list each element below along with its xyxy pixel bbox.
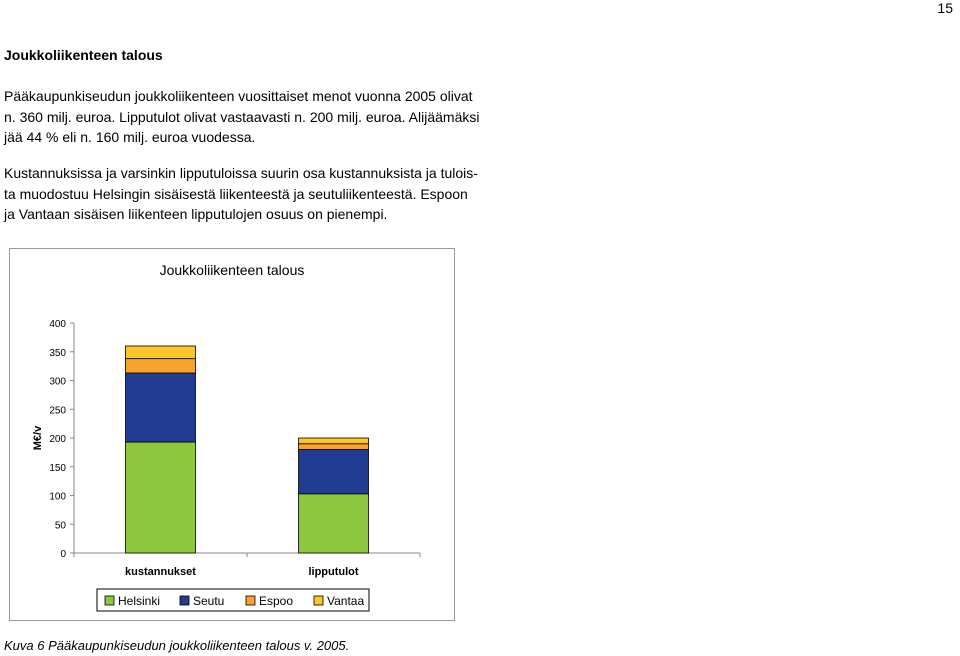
bar-segment-espoo bbox=[125, 358, 196, 374]
figure-caption: Kuva 6 Pääkaupunkiseudun joukkoliikentee… bbox=[4, 638, 350, 653]
x-category-label: kustannukset bbox=[125, 566, 196, 578]
y-tick-label: 150 bbox=[49, 463, 66, 474]
paragraph-line: n. 360 milj. euroa. Lipputulot olivat va… bbox=[4, 108, 480, 125]
legend-label: Seutu bbox=[193, 594, 224, 608]
legend-swatch bbox=[245, 595, 256, 606]
y-tick-label: 100 bbox=[49, 492, 66, 503]
y-tick-label: 350 bbox=[49, 348, 66, 359]
bar-segment-vantaa bbox=[298, 437, 369, 445]
paragraph-line: Kustannuksissa ja varsinkin lipputuloiss… bbox=[4, 165, 478, 181]
legend-box bbox=[96, 588, 370, 612]
paragraph-expenses: Pääkaupunkiseudun joukkoliikenteen vuosi… bbox=[4, 86, 484, 148]
legend-swatch bbox=[179, 595, 190, 606]
legend-swatch bbox=[104, 595, 115, 606]
chart-frame: Joukkoliikenteen talous 0 50 100 150 200 250 30… bbox=[9, 248, 455, 621]
y-tick-label: 0 bbox=[60, 549, 66, 560]
legend-label: Espoo bbox=[259, 594, 293, 608]
paragraph-line: jää 44 % eli n. 160 milj. euroa vuodessa… bbox=[4, 129, 256, 145]
bar-segment-seutu bbox=[298, 449, 369, 495]
y-tick-label: 250 bbox=[49, 405, 66, 416]
bar-segment-vantaa bbox=[125, 345, 196, 360]
section-heading: Joukkoliikenteen talous bbox=[4, 47, 163, 63]
bar-segment-helsinki bbox=[125, 441, 196, 554]
bar-segment-seutu bbox=[125, 372, 196, 443]
page-number: 15 bbox=[937, 0, 953, 16]
y-axis-label: M€/v bbox=[32, 425, 44, 450]
stacked-bar-chart: Joukkoliikenteen talous 0 50 100 150 200 250 30… bbox=[32, 262, 421, 612]
legend-label: Vantaa bbox=[327, 594, 364, 608]
legend-swatch bbox=[313, 595, 324, 606]
paragraph-line: ta muodostuu Helsingin sisäisestä liiken… bbox=[4, 185, 468, 202]
x-category-label: lipputulot bbox=[308, 566, 358, 578]
bar-segment-espoo bbox=[298, 443, 369, 450]
paragraph-costs: Kustannuksissa ja varsinkin lipputuloiss… bbox=[4, 163, 484, 225]
chart-title: Joukkoliikenteen talous bbox=[160, 262, 305, 278]
y-tick-label: 200 bbox=[49, 434, 66, 445]
y-tick-label: 50 bbox=[55, 520, 67, 531]
paragraph-line: Pääkaupunkiseudun joukkoliikenteen vuosi… bbox=[4, 88, 473, 104]
y-tick-label: 400 bbox=[49, 319, 66, 330]
paragraph-line: ja Vantaan sisäisen liikenteen lipputulo… bbox=[4, 206, 388, 222]
legend-label: Helsinki bbox=[118, 594, 160, 608]
y-tick-label: 300 bbox=[49, 377, 66, 388]
bar-segment-helsinki bbox=[298, 493, 369, 554]
